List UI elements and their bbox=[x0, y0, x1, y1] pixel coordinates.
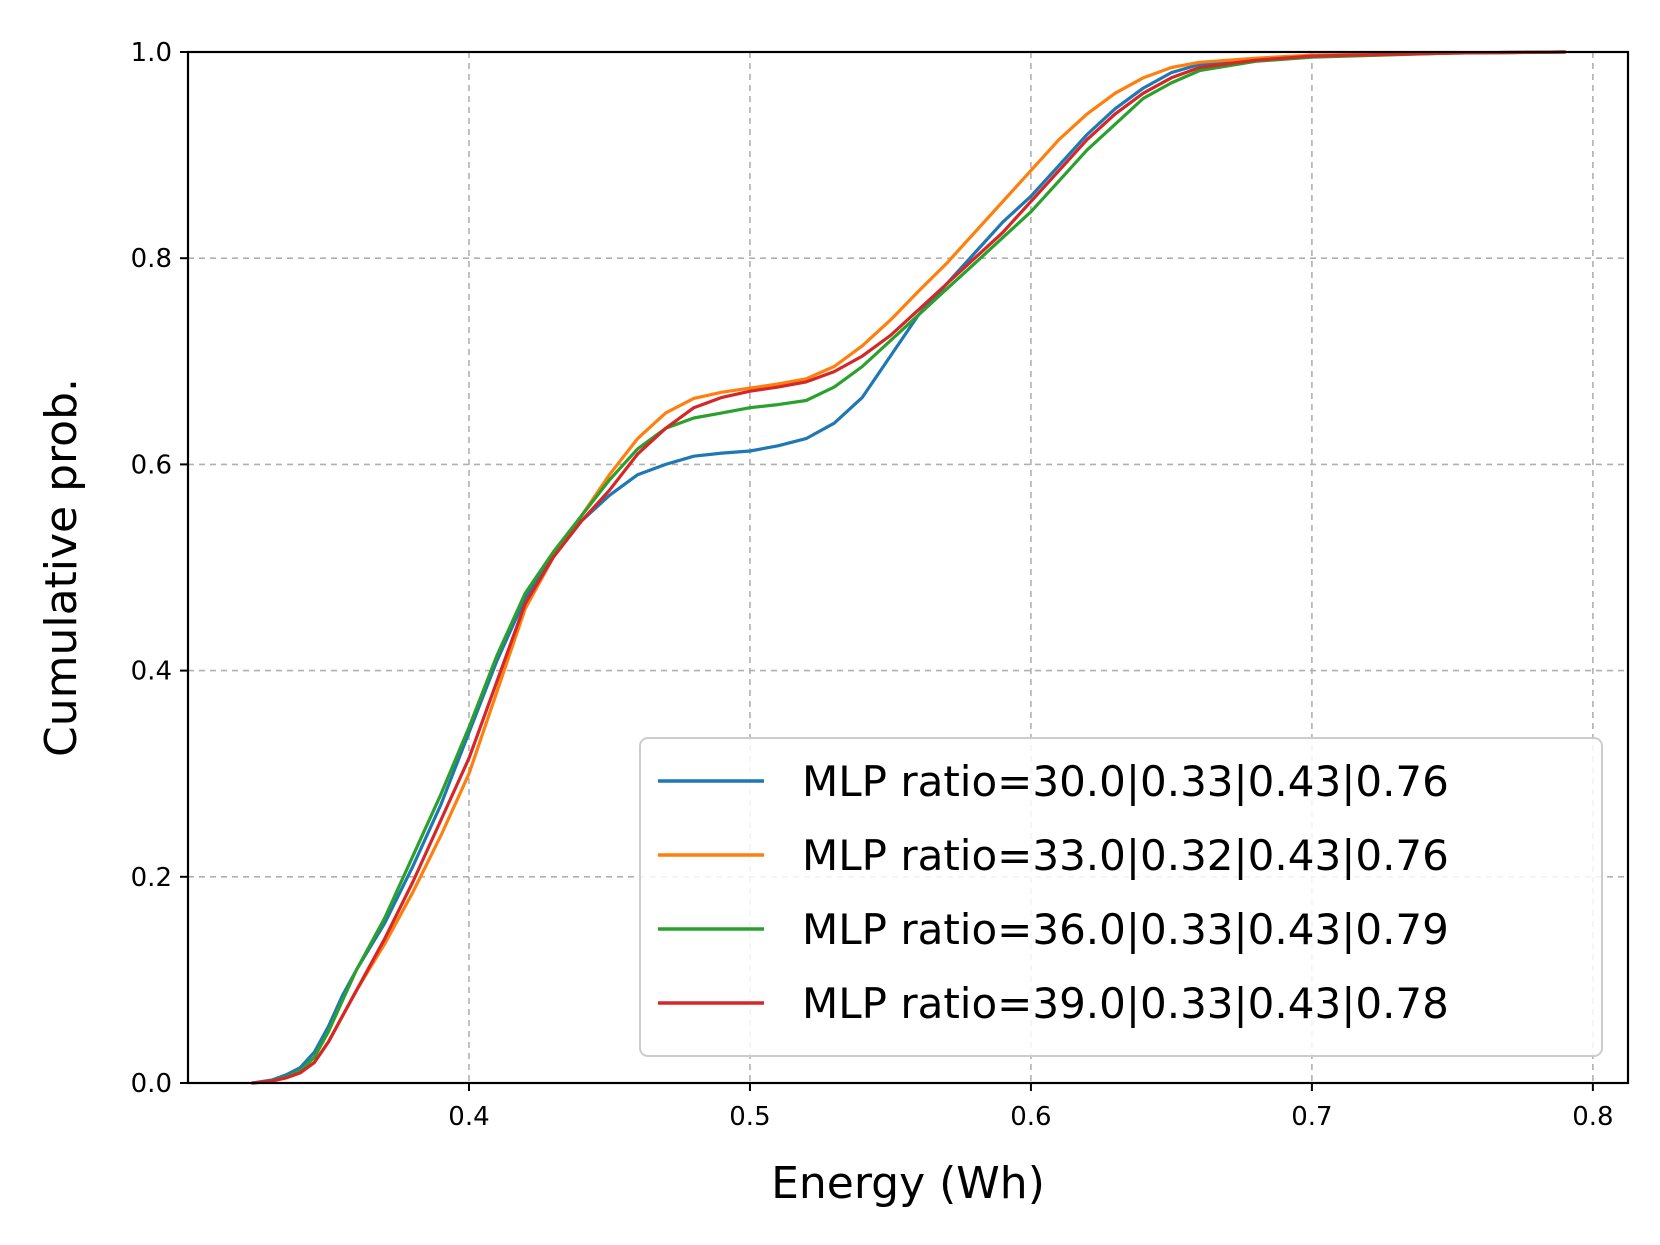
axis-ticks: 0.4 0.5 0.6 0.7 0.8 0.0 0.2 0.4 0.6 0.8 1.0 bbox=[131, 38, 1614, 1132]
x-tick-label: 0.6 bbox=[1010, 1102, 1051, 1132]
y-tick-label: 0.6 bbox=[131, 450, 172, 480]
legend-label: MLP ratio=30.0|0.33|0.43|0.76 bbox=[802, 757, 1449, 806]
legend-label: MLP ratio=33.0|0.32|0.43|0.76 bbox=[802, 831, 1449, 880]
x-axis-title: Energy (Wh) bbox=[771, 1158, 1045, 1209]
y-tick-label: 0.8 bbox=[131, 244, 172, 274]
legend-label: MLP ratio=36.0|0.33|0.43|0.79 bbox=[802, 905, 1449, 954]
series-line-4 bbox=[251, 50, 1567, 1085]
series-lines bbox=[251, 50, 1567, 1085]
legend-label: MLP ratio=39.0|0.33|0.43|0.78 bbox=[802, 979, 1449, 1028]
x-tick-label: 0.5 bbox=[729, 1102, 770, 1132]
x-tick-label: 0.4 bbox=[448, 1102, 489, 1132]
y-tick-label: 0.0 bbox=[131, 1069, 172, 1099]
y-tick-label: 1.0 bbox=[131, 38, 172, 68]
series-line-3 bbox=[251, 50, 1567, 1085]
y-tick-label: 0.4 bbox=[131, 657, 172, 687]
x-tick-label: 0.7 bbox=[1291, 1102, 1332, 1132]
legend: MLP ratio=30.0|0.33|0.43|0.76 MLP ratio=3… bbox=[639, 737, 1603, 1057]
y-axis-title: Cumulative prob. bbox=[36, 378, 87, 757]
y-tick-label: 0.2 bbox=[131, 863, 172, 893]
plot-area-frame bbox=[186, 50, 1630, 1085]
x-tick-label: 0.8 bbox=[1572, 1102, 1613, 1132]
legend-frame bbox=[639, 737, 1603, 1057]
